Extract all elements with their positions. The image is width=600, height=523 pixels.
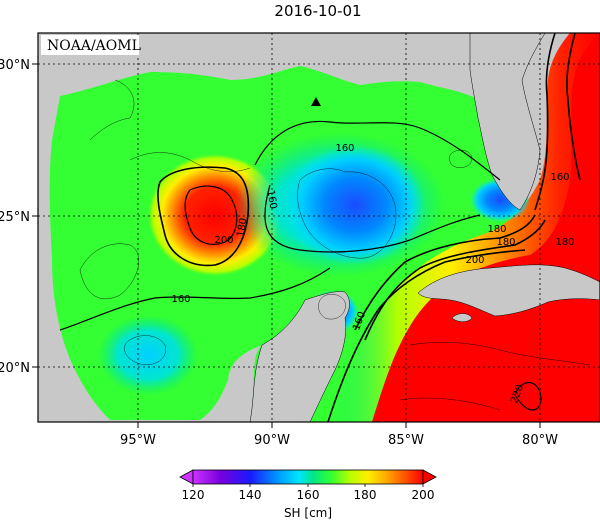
- lat-tick-label: 25°N: [0, 210, 30, 225]
- caribbean-warm-pool: [372, 33, 600, 422]
- contour-label: 160: [264, 189, 278, 210]
- colorbar-high-arrow: [422, 469, 437, 485]
- lon-tick-label: 95°W: [120, 433, 156, 448]
- contour-label: 160: [335, 143, 354, 154]
- central-low: [285, 145, 425, 265]
- contour-label: 180: [555, 237, 574, 248]
- lat-tick-label: 30°N: [0, 58, 30, 73]
- isla-juventud: [451, 313, 473, 322]
- axis-ticks: [32, 63, 541, 428]
- lon-tick-label: 90°W: [254, 433, 290, 448]
- plot-area: 160 160 160 160 180 180 180 200 200 180 …: [38, 33, 600, 422]
- colorbar-tick-label: 120: [182, 488, 205, 502]
- graticule: [38, 33, 600, 422]
- colorbar-tick-label: 140: [239, 488, 262, 502]
- lat-tick-label: 20°N: [0, 361, 30, 376]
- colorbar-tick-label: 200: [412, 488, 435, 502]
- southwest-cyan: [98, 315, 198, 395]
- lon-tick-label: 80°W: [522, 433, 558, 448]
- contour-label: 200: [465, 255, 484, 266]
- cuba-land: [417, 264, 600, 317]
- credit-box: [41, 35, 139, 55]
- colorbar-tick-label: 160: [297, 488, 320, 502]
- colorbar: 120 140 160 180 200 SH [cm]: [179, 469, 437, 520]
- lon-tick-label: 85°W: [388, 433, 424, 448]
- contour-label: 180: [487, 224, 506, 235]
- colorbar-low-arrow: [179, 469, 194, 485]
- contour-lines: [59, 33, 591, 422]
- colorbar-bar: [192, 469, 424, 485]
- credit-label: NOAA/AOML: [47, 38, 141, 54]
- map-title: 2016-10-01: [274, 2, 361, 20]
- contour-label: 180: [235, 217, 249, 238]
- contour-label: 200: [214, 235, 233, 246]
- contour-label: 160: [550, 172, 569, 183]
- buoy-triangle-icon: [311, 97, 321, 106]
- florida-land: [469, 33, 546, 211]
- colorbar-title: SH [cm]: [284, 506, 332, 520]
- contour-label: 160: [171, 294, 190, 305]
- map-frame: [37, 32, 600, 423]
- colorbar-tick-label: 180: [354, 488, 377, 502]
- contour-label: 180: [496, 237, 515, 248]
